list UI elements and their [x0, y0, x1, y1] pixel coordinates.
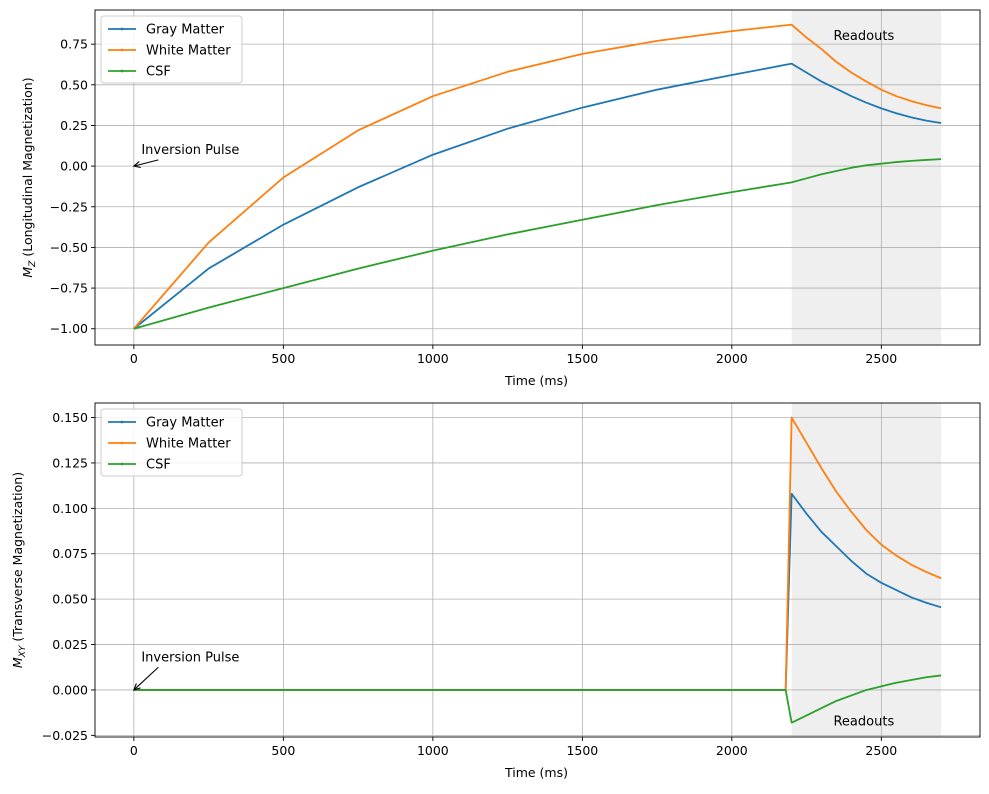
chart-2-x-tick-label: 0: [130, 743, 138, 758]
chart-2-x-tick-label: 2000: [716, 743, 748, 758]
chart-1-readout-shaded-region: [791, 10, 942, 345]
chart-2-legend-label: White Matter: [146, 437, 231, 452]
chart-2-annotation-inversion-pulse: Inversion Pulse: [141, 650, 239, 665]
chart-2-legend-label: Gray Matter: [146, 416, 225, 431]
chart-1-annotation-inversion-pulse: Inversion Pulse: [141, 143, 239, 158]
chart-2-y-tick-label: 0.000: [52, 682, 88, 697]
chart-2-y-tick-label: −0.025: [42, 728, 88, 743]
chart-2-readout-shaded-region: [791, 403, 942, 737]
chart-1-annotation-arrow: [132, 159, 159, 169]
chart-1-series-line-gray-matter: [133, 62, 942, 330]
chart-1-y-tick-label: 0.75: [60, 37, 88, 52]
chart-1-x-tick-label: 500: [271, 351, 295, 366]
chart-1-x-tick-label: 2500: [865, 351, 897, 366]
chart-2-legend-marker: [120, 462, 124, 466]
chart-1-series-line-csf: [133, 158, 942, 330]
chart-1-series-line-white-matter: [133, 23, 942, 330]
chart-2-series-line-csf: [133, 674, 942, 724]
chart-1-y-tick-label: −0.25: [50, 199, 88, 214]
chart-2-legend-marker: [120, 441, 124, 445]
chart-1-y-tick-label: −0.75: [50, 281, 88, 296]
chart-2-y-tick-label: 0.025: [52, 637, 88, 652]
chart-2-group: 0 500 1000 1500 2000 2500 −0.025 0.000 0.025 0.05…: [10, 402, 981, 780]
chart-1-x-tick-label: 0: [130, 351, 138, 366]
chart-1-legend-label: CSF: [146, 65, 171, 80]
chart-1-legend-marker: [120, 27, 124, 31]
chart-1-y-axis-label: MZ (Longitudinal Magnetization): [20, 77, 38, 277]
chart-1-group: 0 500 1000 1500 2000 2500 −1.00 −0.75 −0.50 −0.25…: [20, 9, 981, 388]
chart-1-y-tick-label: 0.00: [60, 159, 88, 174]
chart-2-x-tick-label: 2500: [865, 743, 897, 758]
chart-1-legend-box: [100, 15, 243, 84]
chart-2-legend-label: CSF: [146, 458, 171, 473]
chart-2-annotation-arrow: [132, 666, 159, 691]
chart-2-y-tick-label: 0.150: [52, 410, 88, 425]
chart-1-axes-frame: [94, 9, 981, 346]
chart-2-y-axis-label: MXY (Transverse Magnetization): [10, 472, 28, 668]
chart-1-x-tick-label: 1000: [417, 351, 449, 366]
chart-2-legend-marker: [120, 420, 124, 424]
chart-2-y-tick-label: 0.075: [52, 546, 88, 561]
chart-2-legend-box: [100, 408, 243, 477]
chart-1-legend-label: Gray Matter: [146, 23, 225, 38]
chart-1-y-tick-label: 0.25: [60, 118, 88, 133]
chart-2-x-tick-label: 1000: [417, 743, 449, 758]
chart-1-legend-label: White Matter: [146, 44, 231, 59]
chart-2-x-axis-label: Time (ms): [504, 765, 568, 780]
chart-1-y-tick-label: 0.50: [60, 77, 88, 92]
chart-2-x-tick-label: 500: [271, 743, 295, 758]
chart-2-x-tick-label: 1500: [566, 743, 598, 758]
chart-2-axes-frame: [94, 402, 981, 738]
chart-1-legend-marker: [120, 48, 124, 52]
chart-2-y-tick-label: 0.125: [52, 455, 88, 470]
chart-2-series-line-gray-matter: [133, 492, 942, 691]
chart-2-y-tick-label: 0.100: [52, 501, 88, 516]
chart-1-legend-marker: [120, 69, 124, 73]
chart-1-annotation-readouts: Readouts: [833, 29, 894, 44]
chart-1-y-tick-label: −1.00: [50, 321, 88, 336]
chart-1-x-tick-label: 1500: [566, 351, 598, 366]
chart-1-y-tick-label: −0.50: [50, 240, 88, 255]
chart-1-x-axis-label: Time (ms): [504, 373, 568, 388]
chart-2-annotation-readouts: Readouts: [833, 715, 894, 730]
chart-1-x-tick-label: 2000: [716, 351, 748, 366]
chart-2-y-tick-label: 0.050: [52, 592, 88, 607]
chart-2-series-line-white-matter: [133, 416, 942, 691]
